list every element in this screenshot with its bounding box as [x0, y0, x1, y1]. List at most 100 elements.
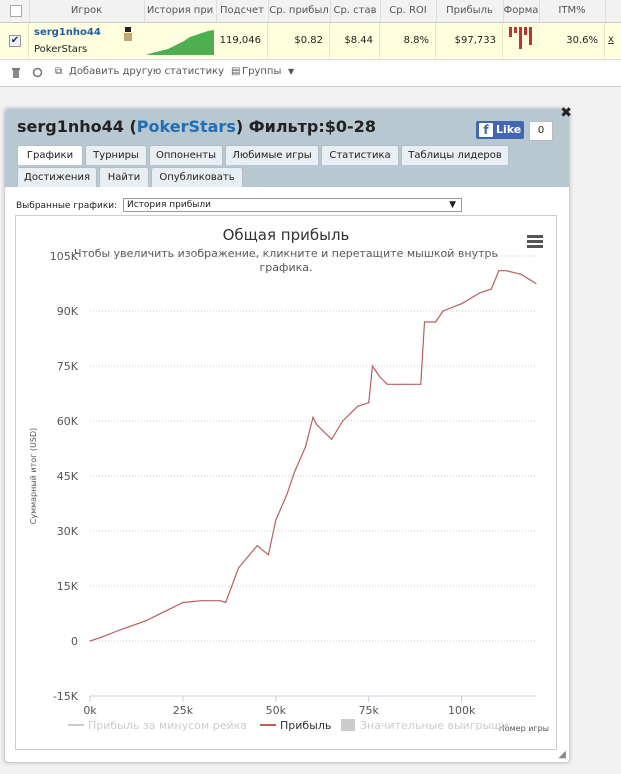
legend-item-big-wins[interactable]: Значительные выигрыши [360, 719, 508, 732]
tab-favourite-games[interactable]: Любимые игры [225, 145, 319, 165]
series-point [225, 601, 227, 604]
series-point [435, 321, 437, 323]
y-axis-title: Суммарный итог (USD) [29, 428, 38, 525]
like-label: Like [496, 123, 522, 136]
legend-item-minus-rake[interactable]: Прибыль за минусом рейка [88, 719, 247, 732]
x-tick-label: 75k [359, 704, 380, 717]
panel-paren-close: ) [235, 117, 244, 136]
col-itm[interactable]: ITM% [539, 0, 606, 22]
player-name-link[interactable]: serg1nho44 [34, 27, 101, 38]
profit-chart[interactable]: Общая прибыль Чтобы увеличить изображение… [16, 216, 556, 749]
stats-toolbar: ⧉ Добавить другую статистику ▤ Группы ▼ [0, 60, 621, 86]
panel-filter: Фильтр:$0-28 [248, 117, 376, 136]
tab-leaderboards[interactable]: Таблицы лидеров [401, 145, 509, 165]
series-point [163, 611, 165, 613]
series-point [535, 282, 537, 285]
legend-item-profit[interactable]: Прибыль [280, 719, 331, 732]
y-tick-label: 90K [57, 305, 79, 318]
chart-subtitle-line-2: графика. [260, 261, 313, 274]
player-avatar-icon [124, 27, 132, 41]
form-bars-icon [509, 27, 532, 49]
groups-icon: ▤ [231, 66, 241, 77]
x-tick-label: 0k [83, 704, 97, 717]
cell-itm: 30.6% [539, 23, 605, 59]
series-point [520, 273, 522, 275]
trash-icon[interactable] [11, 67, 21, 78]
y-tick-label: 45K [57, 470, 79, 483]
series-point [267, 554, 269, 556]
series-point [371, 365, 374, 367]
chevron-down-icon: ▼ [288, 67, 295, 76]
x-tick-label: 50k [266, 704, 287, 717]
cell-count: 119,046 [216, 23, 268, 59]
series-point [442, 310, 444, 312]
series-point [379, 376, 381, 378]
table-row[interactable]: ✔ serg1nho44 PokerStars 119,046 $0.82 $8… [0, 23, 621, 60]
refresh-icon[interactable] [32, 67, 43, 78]
stats-table: Игрок История при Подсчет Ср. прибыл Ср.… [0, 0, 621, 87]
chart-menu-icon-bar[interactable] [527, 235, 543, 238]
series-point [286, 493, 288, 495]
cell-avg-roi: 8.8% [380, 23, 436, 59]
x-tick-label: 25k [173, 704, 194, 717]
y-tick-label: 30K [57, 525, 79, 538]
panel-title: serg1nho44 (PokerStars) Фильтр:$0-28 [17, 117, 376, 136]
cell-avg-stake: $8.44 [330, 23, 380, 59]
graph-select-value: История прибыли [127, 200, 211, 210]
close-icon[interactable]: ✖ [560, 105, 572, 121]
facebook-like-button[interactable]: f Like [476, 121, 524, 139]
chart-title: Общая прибыль [223, 226, 350, 244]
tab-tournaments[interactable]: Турниры [85, 145, 147, 165]
remove-row-link[interactable]: x [608, 34, 614, 45]
chart-menu-icon-bar[interactable] [527, 245, 543, 248]
chart-container[interactable]: Общая прибыль Чтобы увеличить изображение… [15, 215, 557, 750]
tab-achievements[interactable]: Достижения [17, 167, 97, 187]
series-point [461, 303, 463, 305]
series-point [505, 270, 507, 272]
col-profit[interactable]: Прибыль [436, 0, 504, 22]
series-point [145, 620, 147, 622]
y-tick-label: 0 [71, 635, 78, 648]
y-tick-label: 15K [57, 580, 79, 593]
add-stats-link[interactable]: Добавить другую статистику [69, 66, 225, 77]
select-all-checkbox[interactable] [10, 5, 22, 17]
checkbox-cell [0, 23, 29, 59]
series-point [275, 519, 277, 521]
panel-player-name: serg1nho44 [17, 117, 124, 136]
cell-profit: $97,733 [436, 23, 503, 59]
facebook-icon: f [479, 123, 493, 137]
col-avg-roi[interactable]: Ср. ROI [380, 0, 437, 22]
series-point [349, 413, 351, 415]
stats-header: Игрок История при Подсчет Ср. прибыл Ср.… [0, 0, 621, 23]
col-history[interactable]: История при [144, 0, 217, 22]
tab-opponents[interactable]: Оппоненты [149, 145, 223, 165]
graph-select[interactable]: История прибыли ▼ [123, 198, 462, 212]
col-count[interactable]: Подсчет [216, 0, 269, 22]
groups-menu[interactable]: Группы [242, 66, 282, 77]
series-point [89, 640, 91, 642]
col-player[interactable]: Игрок [29, 0, 145, 22]
tab-statistics[interactable]: Статистика [321, 145, 399, 165]
series-point [423, 321, 426, 323]
series-point [316, 424, 318, 426]
tab-find[interactable]: Найти [99, 167, 149, 187]
series-line-profit [89, 270, 537, 642]
tab-graphs[interactable]: Графики [17, 145, 83, 165]
tab-publish[interactable]: Опубликовать [151, 167, 243, 187]
col-avg-profit[interactable]: Ср. прибыл [268, 0, 331, 22]
y-tick-label: 105K [50, 250, 79, 263]
chart-menu-icon-bar[interactable] [527, 240, 543, 243]
row-checkbox[interactable]: ✔ [9, 35, 21, 47]
resize-handle-icon[interactable]: ◢ [558, 749, 566, 760]
legend-swatch-big-wins[interactable] [341, 719, 355, 731]
add-stats-icon: ⧉ [55, 66, 63, 77]
series-point [200, 600, 203, 602]
series-point [182, 601, 184, 604]
col-form[interactable]: Форма [503, 0, 540, 22]
series-point [420, 383, 422, 385]
series-point [368, 402, 370, 404]
series-point [100, 636, 102, 638]
history-sparkline [146, 30, 214, 55]
y-tick-label: 75K [57, 360, 79, 373]
col-avg-stake[interactable]: Ср. став [330, 0, 381, 22]
